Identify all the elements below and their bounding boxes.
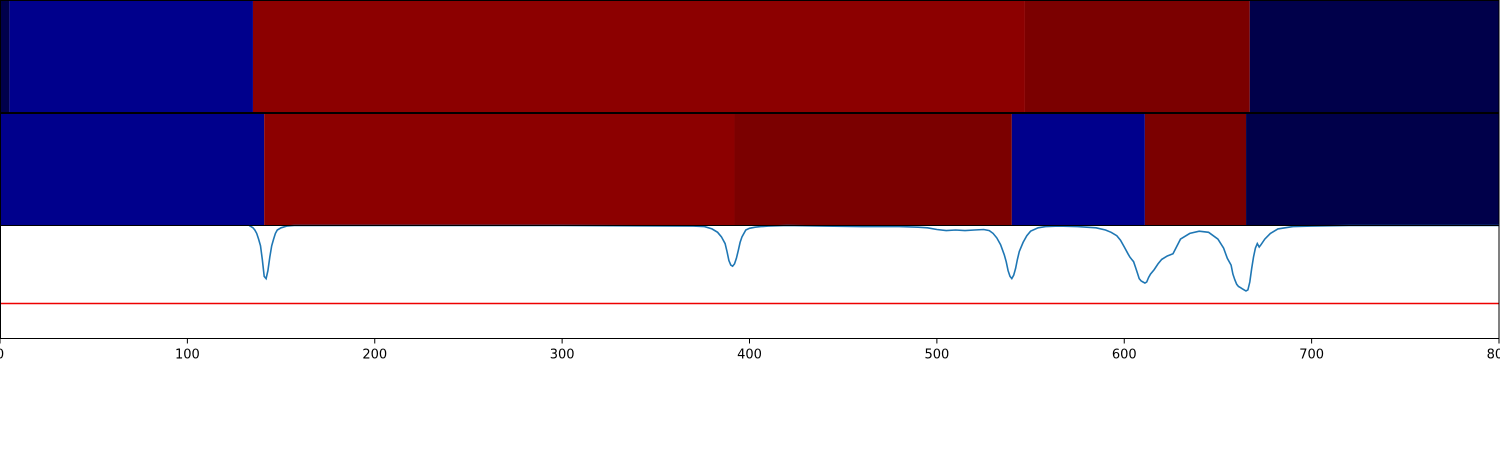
- x-tick-label-200: 200: [362, 348, 387, 363]
- middle-strip-segment-5: [1144, 113, 1247, 226]
- heatmap-strip-top-frame: [0, 0, 1500, 113]
- x-tick-label-400: 400: [737, 348, 762, 363]
- middle-strip-segment-2: [264, 113, 735, 226]
- x-tick-label-0: 0: [0, 348, 4, 363]
- heatmap-strip-middle: [0, 113, 1499, 226]
- top-strip-segment-5: [1249, 0, 1499, 113]
- line-plot-background: [0, 225, 1499, 339]
- x-axis: 0 100 200 300 400 500 600 700 800: [0, 338, 1500, 363]
- x-tick-label-700: 700: [1299, 348, 1324, 363]
- top-strip-segment-4: [1024, 0, 1250, 113]
- middle-strip-segment-3: [734, 113, 1012, 226]
- x-tick-label-800: 800: [1487, 348, 1500, 363]
- x-tick-label-100: 100: [175, 348, 200, 363]
- middle-strip-segment-1: [0, 113, 265, 226]
- x-tick-label-500: 500: [924, 348, 949, 363]
- x-tick-label-300: 300: [550, 348, 575, 363]
- top-strip-segment-3: [252, 0, 1025, 113]
- middle-strip-segment-4: [1011, 113, 1145, 226]
- middle-strip-segment-6: [1246, 113, 1499, 226]
- heatmap-strip-top: [0, 0, 1499, 113]
- x-tick-label-600: 600: [1112, 348, 1137, 363]
- top-strip-segment-1: [0, 0, 10, 113]
- top-strip-segment-2: [9, 0, 253, 113]
